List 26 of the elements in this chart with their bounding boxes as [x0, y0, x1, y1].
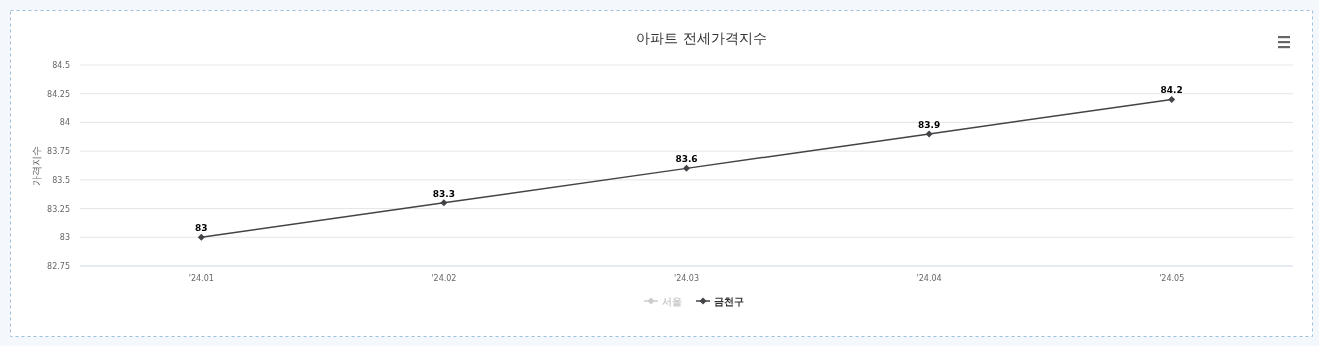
point [440, 199, 448, 207]
data-label: 83.9 [917, 119, 941, 130]
chart-title: 아파트 전세가격지수 [636, 30, 767, 46]
y-tick-label: 83.25 [47, 204, 70, 214]
y-tick-label: 84.5 [52, 61, 70, 70]
y-axis-title: 가격지수 [31, 145, 42, 186]
data-label: 83 [195, 223, 208, 234]
legend-label: 금천구 [714, 296, 744, 307]
data-label: 84.2 [1160, 85, 1183, 96]
x-tick-label: '24.02 [431, 274, 457, 283]
x-tick-label: '24.05 [1159, 274, 1185, 283]
y-tick-label: 82.75 [47, 262, 70, 271]
point [1168, 95, 1176, 103]
data-label: 83.3 [432, 188, 456, 199]
y-tick-label: 84.25 [47, 89, 70, 99]
point [197, 233, 205, 241]
x-tick-label: '24.04 [916, 274, 942, 283]
y-tick-label: 83.75 [47, 147, 70, 157]
point [925, 130, 933, 138]
x-tick-label: '24.01 [188, 274, 214, 283]
data-label: 83.6 [675, 154, 698, 165]
point [683, 164, 690, 172]
x-tick-label: '24.03 [673, 274, 700, 283]
y-tick-label: 83 [59, 233, 70, 243]
y-tick-label: 84 [59, 118, 70, 128]
y-tick-label: 83.5 [52, 175, 70, 185]
